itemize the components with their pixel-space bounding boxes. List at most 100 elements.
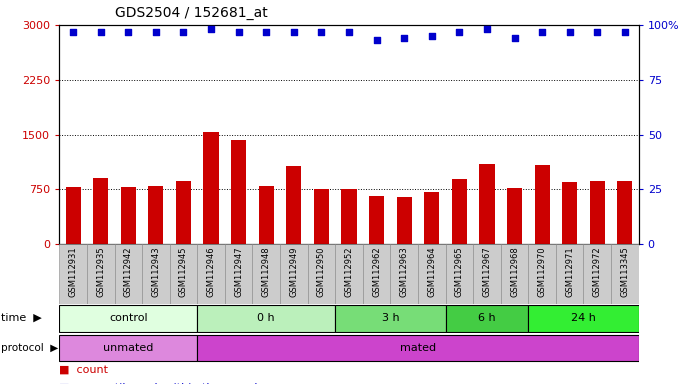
Bar [121, 187, 136, 244]
Bar [204, 132, 218, 244]
Text: GSM112931: GSM112931 [68, 246, 77, 296]
Bar [445, 305, 528, 332]
Text: GSM112967: GSM112967 [482, 246, 491, 297]
Point [343, 28, 355, 35]
Bar [611, 244, 639, 304]
Point [592, 28, 603, 35]
Point [564, 28, 575, 35]
Bar [617, 180, 632, 244]
Bar [231, 141, 246, 244]
Point [426, 33, 438, 39]
Bar [314, 189, 329, 244]
Point [509, 35, 520, 41]
Bar [198, 335, 639, 361]
Text: GDS2504 / 152681_at: GDS2504 / 152681_at [115, 6, 268, 20]
Bar [424, 192, 439, 244]
Bar [390, 244, 418, 304]
Bar [341, 189, 357, 244]
Bar [507, 188, 522, 244]
Text: control: control [109, 313, 147, 323]
Text: protocol  ▶: protocol ▶ [1, 343, 59, 353]
Bar [148, 187, 163, 244]
Text: 24 h: 24 h [571, 313, 596, 323]
Text: GSM112972: GSM112972 [593, 246, 602, 296]
Bar [369, 196, 384, 244]
Bar [59, 305, 198, 332]
Point [537, 28, 548, 35]
Point [288, 28, 299, 35]
Text: GSM112948: GSM112948 [262, 246, 271, 296]
Point [150, 28, 161, 35]
Text: GSM112968: GSM112968 [510, 246, 519, 297]
Bar [480, 164, 494, 244]
Bar [528, 305, 639, 332]
Point [454, 28, 465, 35]
Point [178, 28, 189, 35]
Point [399, 35, 410, 41]
Bar [418, 244, 445, 304]
Text: 0 h: 0 h [258, 313, 275, 323]
Text: ■  count: ■ count [59, 365, 108, 375]
Text: GSM112947: GSM112947 [234, 246, 243, 296]
Text: GSM112935: GSM112935 [96, 246, 105, 296]
Text: GSM112965: GSM112965 [455, 246, 464, 296]
Bar [170, 244, 198, 304]
Text: GSM112964: GSM112964 [427, 246, 436, 296]
Bar [452, 179, 467, 244]
Text: ■  percentile rank within the sample: ■ percentile rank within the sample [59, 383, 265, 384]
Point [123, 28, 134, 35]
Point [315, 28, 327, 35]
Bar [225, 244, 253, 304]
Bar [473, 244, 500, 304]
Bar [87, 244, 114, 304]
Text: 6 h: 6 h [478, 313, 496, 323]
Bar [280, 244, 308, 304]
Bar [335, 244, 363, 304]
Bar [114, 244, 142, 304]
Text: GSM112949: GSM112949 [290, 246, 298, 296]
Text: GSM112946: GSM112946 [207, 246, 216, 296]
Bar [445, 244, 473, 304]
Text: GSM112970: GSM112970 [537, 246, 547, 296]
Bar [59, 244, 87, 304]
Bar [335, 305, 445, 332]
Bar [198, 305, 335, 332]
Bar [259, 187, 274, 244]
Bar [59, 335, 198, 361]
Bar [253, 244, 280, 304]
Text: mated: mated [400, 343, 436, 353]
Bar [198, 244, 225, 304]
Text: time  ▶: time ▶ [1, 313, 42, 323]
Bar [93, 179, 108, 244]
Text: GSM113345: GSM113345 [621, 246, 630, 297]
Point [68, 28, 79, 35]
Point [371, 37, 383, 43]
Bar [286, 166, 302, 244]
Bar [556, 244, 584, 304]
Bar [396, 197, 412, 244]
Point [233, 28, 244, 35]
Text: GSM112952: GSM112952 [345, 246, 353, 296]
Text: 3 h: 3 h [382, 313, 399, 323]
Bar [142, 244, 170, 304]
Text: unmated: unmated [103, 343, 154, 353]
Text: GSM112945: GSM112945 [179, 246, 188, 296]
Text: GSM112943: GSM112943 [151, 246, 161, 296]
Bar [562, 182, 577, 244]
Text: GSM112950: GSM112950 [317, 246, 326, 296]
Bar [528, 244, 556, 304]
Text: GSM112963: GSM112963 [400, 246, 408, 297]
Point [95, 28, 106, 35]
Bar [584, 244, 611, 304]
Point [482, 26, 493, 32]
Bar [500, 244, 528, 304]
Point [260, 28, 272, 35]
Bar [66, 187, 81, 244]
Bar [590, 180, 605, 244]
Point [619, 28, 630, 35]
Text: GSM112962: GSM112962 [372, 246, 381, 296]
Text: GSM112942: GSM112942 [124, 246, 133, 296]
Bar [363, 244, 390, 304]
Bar [176, 180, 191, 244]
Text: GSM112971: GSM112971 [565, 246, 574, 296]
